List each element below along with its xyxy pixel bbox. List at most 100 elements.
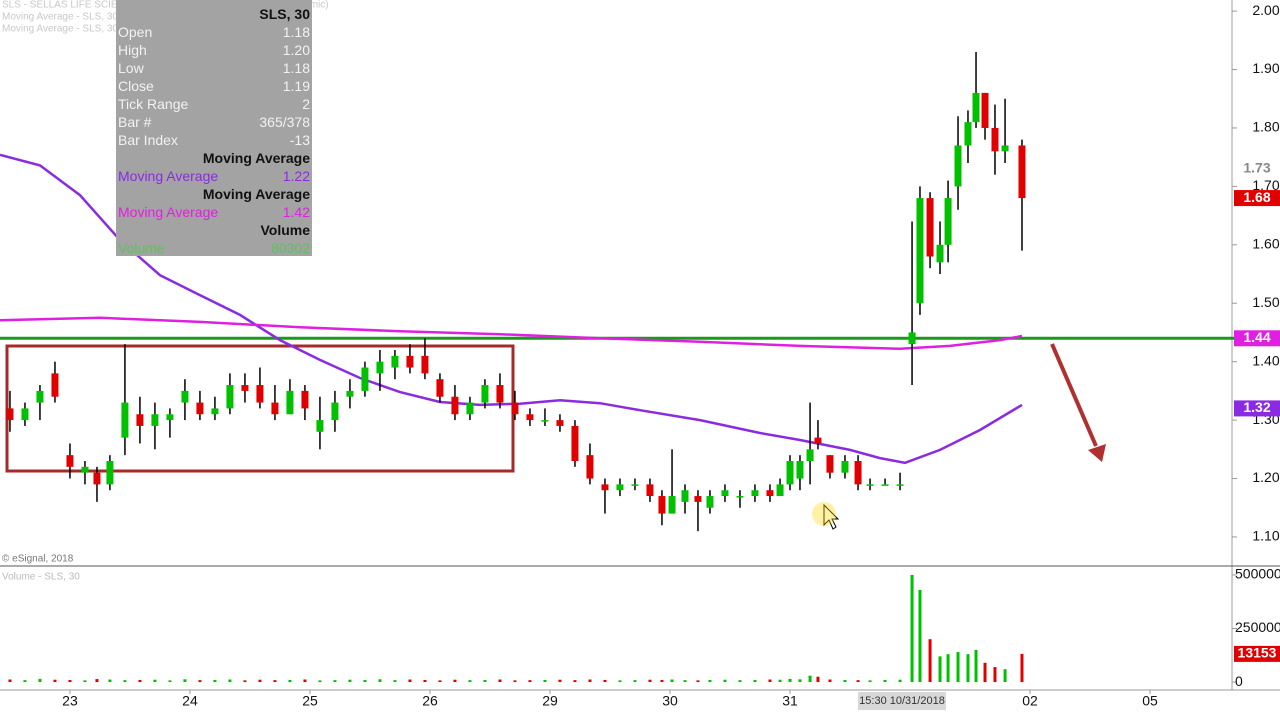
price-marker [1234,190,1280,207]
volume-bar [883,679,887,683]
volume-bar [288,679,292,683]
volume-tick-label: 250000 [1235,619,1280,635]
price-marker-label: 1.68 [1243,189,1270,205]
candle-body [854,460,862,485]
candle-body [346,390,354,397]
volume-bar [768,679,772,683]
volume-bar [123,680,127,683]
candle-body [166,414,174,421]
candle-body [776,484,784,497]
volume-bar [363,679,367,683]
x-tick-label: 30 [662,693,678,709]
section-header: Volume [118,221,310,239]
volume-bar [798,679,802,683]
candle-body [736,496,744,498]
x-tick-label: 26 [422,693,438,709]
y-tick-label: 1.50 [1252,294,1279,310]
candle-body [286,390,294,415]
volume-bar [273,680,277,683]
candle-body [694,496,702,502]
volume-bar [468,680,472,683]
candle-body [21,408,29,421]
volume-bar [660,679,664,683]
candle-body [806,449,814,461]
price-marker-label: 1.44 [1243,329,1270,345]
candle-body [316,420,324,432]
candle-body [796,460,804,479]
volume-bar [378,679,382,683]
range-box [5,344,515,473]
candle-body [1001,145,1009,152]
data-row: Moving Average 1.42 [118,203,310,221]
candle-body [766,490,774,497]
candle-body [721,490,729,497]
candle-body [391,355,399,368]
volume-bar [183,679,187,683]
data-window-title: SLS, 30 [118,5,310,23]
row-label: Tick Range [118,96,189,112]
y-tick-label: 1.60 [1252,236,1279,252]
volume-bar [1003,669,1007,683]
volume-bar [670,679,674,683]
volume-tick-label: 500000 [1235,566,1280,582]
candle-body [908,332,916,345]
header-line: Moving Average - SLS, 30 [2,24,118,35]
candle-body [436,379,444,397]
candle-body [511,402,519,415]
data-row: High 1.20 [118,41,310,59]
volume-bar [453,679,457,683]
x-tick-label: 24 [182,693,198,709]
candle-body [256,385,264,403]
volume-bar [228,679,232,683]
candle-body [646,484,654,497]
candle-body [93,472,101,485]
volume-bar [708,679,712,683]
candle-body [376,361,384,374]
volume-bar [696,680,700,683]
volume-bar [910,574,914,683]
y-tick-label: 1.70 [1252,177,1279,193]
x-tick-label: 29 [542,693,558,709]
data-row: Close 1.19 [118,77,310,95]
y-tick-label: 2.00 [1252,2,1279,18]
volume-bar [8,679,12,683]
y-tick-label: 1.10 [1252,528,1279,544]
candle-body [866,484,874,486]
candle-body [926,198,934,257]
candle-body [1018,145,1026,199]
volume-bar [956,652,960,683]
y-tick-label: 1.80 [1252,119,1279,135]
candle-body [196,402,204,415]
volume-bar [938,656,942,683]
candle-body [151,414,159,426]
price-marker-label: 1.32 [1243,399,1270,415]
section-header: Moving Average [118,185,310,203]
candle-body [944,198,952,245]
candle-body [936,244,944,263]
volume-bar [83,680,87,683]
candle-body [66,455,74,467]
row-value: 1.18 [282,24,310,40]
cursor-highlight [812,502,836,526]
candle-body [361,367,369,391]
volume-bar [816,676,820,683]
volume-bar [723,679,727,683]
candle-body [241,385,249,391]
mouse-cursor [823,503,840,530]
volume-bar [333,680,337,683]
volume-title: Volume - SLS, 30 [2,572,80,583]
volume-bar [683,680,687,683]
arrow [1050,343,1106,462]
row-value: 1.20 [282,42,310,58]
candle-body [271,402,279,415]
volume-bar [53,679,57,683]
x-tick-label: 05 [1142,693,1158,709]
candle-body [916,198,924,304]
volume-bar [408,679,412,683]
volume-bar [828,679,832,683]
volume-bar [348,679,352,683]
candle-body [571,425,579,461]
candle-body [668,496,676,514]
volume-bar [168,680,172,683]
candle-body [896,484,904,486]
